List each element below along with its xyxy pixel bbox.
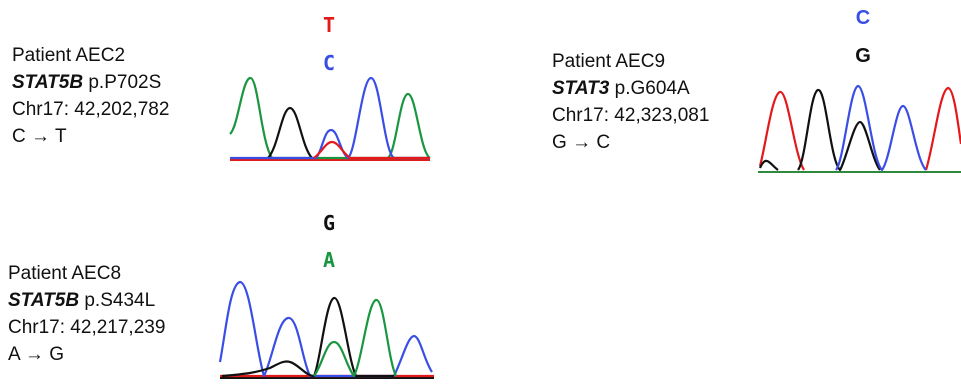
bottom-base-call: C [322,51,336,75]
chromatogram-aec9 [758,84,961,173]
patient-label: Patient AEC9 [552,51,666,72]
protein-change: p.G604A [609,78,690,99]
patient-label: Patient AEC8 [8,263,122,284]
arrow-icon: → [572,132,592,153]
trace-t [313,140,430,160]
protein-variant: STAT5B p.P702S [12,69,169,96]
nucleotide-change: A → G [8,344,64,365]
mutation-info-aec8: Patient AEC8 STAT5B p.S434L Chr17: 42,21… [8,260,165,368]
chromatogram-aec8 [218,280,434,379]
bottom-base-call: G [855,45,871,67]
top-base-call: G [322,211,336,235]
protein-variant: STAT3 p.G604A [552,75,709,102]
trace-c [835,84,927,172]
trace-g [267,106,313,159]
trace-t [758,90,805,171]
bottom-base-call: A [322,248,336,272]
top-base-call: C [855,7,871,29]
genomic-position: Chr17: 42,323,081 [552,105,710,126]
nucleotide-change: G → C [552,132,611,153]
protein-variant: STAT5B p.S434L [8,287,165,314]
trace-c [230,76,430,160]
trace-g [221,296,394,378]
protein-change: p.S434L [79,290,156,311]
trace-t [924,86,961,171]
mutation-info-aec2: Patient AEC2 STAT5B p.P702S Chr17: 42,20… [12,42,169,150]
genomic-position: Chr17: 42,217,239 [8,317,166,338]
genomic-position: Chr17: 42,202,782 [12,99,170,120]
mutation-info-aec9: Patient AEC9 STAT3 p.G604A Chr17: 42,323… [552,48,709,156]
trace-a [229,76,430,160]
trace-g [758,88,881,172]
trace-a [313,298,398,378]
chromatogram-aec2 [229,76,431,161]
gene-name: STAT5B [8,290,80,311]
gene-name: STAT3 [552,78,610,99]
nucleotide-change: C → T [12,126,67,147]
arrow-icon: → [24,344,44,365]
top-base-call: T [322,13,336,37]
gene-name: STAT5B [12,72,84,93]
protein-change: p.P702S [83,72,162,93]
trace-c [218,280,433,378]
trace-a [387,92,431,159]
patient-label: Patient AEC2 [12,45,126,66]
arrow-icon: → [31,126,51,147]
